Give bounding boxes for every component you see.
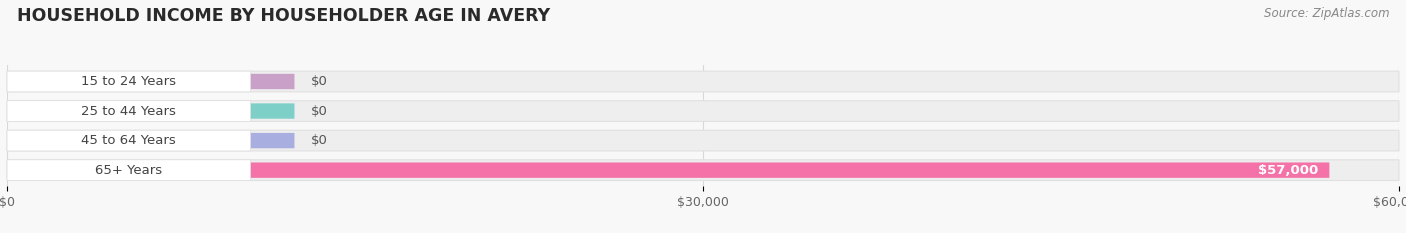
FancyBboxPatch shape [7, 130, 1399, 151]
Text: $0: $0 [311, 75, 328, 88]
FancyBboxPatch shape [7, 130, 250, 151]
Text: 65+ Years: 65+ Years [96, 164, 162, 177]
Text: Source: ZipAtlas.com: Source: ZipAtlas.com [1264, 7, 1389, 20]
Text: $0: $0 [311, 105, 328, 117]
FancyBboxPatch shape [7, 160, 250, 181]
Text: 15 to 24 Years: 15 to 24 Years [82, 75, 176, 88]
FancyBboxPatch shape [7, 101, 250, 121]
Text: 45 to 64 Years: 45 to 64 Years [82, 134, 176, 147]
FancyBboxPatch shape [7, 133, 294, 148]
Text: $57,000: $57,000 [1258, 164, 1319, 177]
FancyBboxPatch shape [7, 160, 1399, 181]
FancyBboxPatch shape [7, 71, 250, 92]
FancyBboxPatch shape [7, 103, 294, 119]
Text: HOUSEHOLD INCOME BY HOUSEHOLDER AGE IN AVERY: HOUSEHOLD INCOME BY HOUSEHOLDER AGE IN A… [17, 7, 550, 25]
FancyBboxPatch shape [7, 101, 1399, 121]
Text: 25 to 44 Years: 25 to 44 Years [82, 105, 176, 117]
FancyBboxPatch shape [7, 71, 1399, 92]
FancyBboxPatch shape [7, 162, 1330, 178]
FancyBboxPatch shape [7, 74, 294, 89]
Text: $0: $0 [311, 134, 328, 147]
